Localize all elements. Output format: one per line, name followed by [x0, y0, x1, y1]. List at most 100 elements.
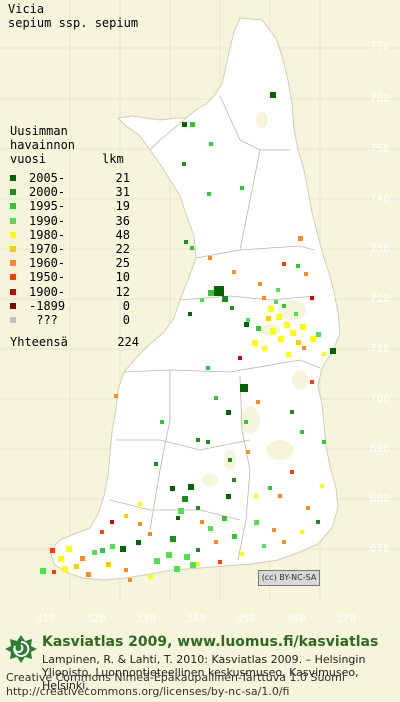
- observation-marker: [66, 546, 72, 552]
- observation-marker: [100, 530, 104, 534]
- observation-marker: [252, 340, 258, 346]
- legend-count: 0: [122, 298, 130, 313]
- observation-marker: [214, 396, 218, 400]
- legend-header-line: Uusimman: [10, 124, 68, 138]
- observation-marker: [254, 520, 259, 525]
- observation-marker: [302, 346, 306, 350]
- observation-marker: [148, 532, 152, 536]
- observation-marker: [166, 552, 172, 558]
- observation-marker: [240, 186, 244, 190]
- y-tick-label: 770: [370, 40, 390, 53]
- observation-marker: [86, 572, 91, 577]
- legend-swatch: [10, 203, 16, 210]
- observation-marker: [278, 336, 284, 342]
- observation-marker: [300, 324, 306, 330]
- y-tick-label: 690: [370, 442, 390, 455]
- observation-marker: [272, 528, 276, 532]
- observation-marker: [232, 478, 236, 482]
- observation-marker: [100, 548, 105, 553]
- observation-marker: [182, 122, 187, 127]
- y-tick-label: 670: [370, 542, 390, 555]
- x-tick-label: 370: [336, 612, 356, 625]
- observation-marker: [207, 192, 211, 196]
- observation-marker: [300, 430, 304, 434]
- observation-marker: [190, 562, 196, 568]
- observation-marker: [58, 556, 64, 562]
- observation-marker: [276, 288, 280, 292]
- legend-count-header: lkm: [102, 152, 124, 166]
- legend-swatch: [10, 274, 16, 281]
- legend-label: 1980-: [29, 227, 66, 242]
- observation-marker: [74, 564, 79, 569]
- legend-header-line: vuosi: [10, 152, 47, 166]
- observation-marker: [40, 568, 46, 574]
- observation-marker: [290, 470, 294, 474]
- y-tick-label: 750: [370, 142, 390, 155]
- observation-marker: [232, 534, 237, 539]
- legend-total-count: 224: [117, 335, 139, 349]
- x-tick-label: 360: [286, 612, 306, 625]
- footer-citation: Lampinen, R. & Lahti, T. 2010: Kasviatla…: [42, 653, 366, 692]
- observation-marker: [322, 440, 326, 444]
- observation-marker: [128, 578, 132, 582]
- observation-marker: [136, 540, 141, 545]
- legend-header-line: havainnon: [10, 138, 76, 152]
- observation-marker: [160, 420, 164, 424]
- x-tick-label: 330: [136, 612, 156, 625]
- legend-label: 1900-: [29, 284, 66, 299]
- observation-marker: [208, 256, 212, 260]
- observation-marker: [124, 514, 128, 518]
- legend-total: Yhteensä 224: [10, 335, 139, 349]
- observation-marker: [188, 312, 192, 316]
- observation-marker: [246, 450, 250, 454]
- observation-marker: [258, 282, 262, 286]
- observation-marker: [254, 494, 258, 498]
- species-genus: Vicia: [8, 2, 45, 16]
- observation-marker: [240, 552, 244, 556]
- footer-license-url[interactable]: http://creativecommons.org/licenses/by-n…: [6, 684, 290, 698]
- observation-marker: [170, 486, 175, 491]
- observation-marker: [170, 536, 176, 542]
- legend-count: 19: [115, 199, 130, 214]
- legend-count: 22: [115, 241, 130, 256]
- cc-license-badge[interactable]: (cc) BY-NC-SA: [258, 570, 320, 586]
- map: [0, 0, 400, 600]
- observation-marker: [262, 296, 266, 300]
- legend-count: 48: [115, 227, 130, 242]
- observation-marker: [214, 540, 218, 544]
- y-tick-label: 740: [370, 192, 390, 205]
- observation-marker: [296, 340, 301, 345]
- observation-marker: [184, 554, 190, 560]
- observation-marker: [298, 236, 303, 241]
- observation-marker: [218, 560, 222, 564]
- observation-marker: [294, 312, 298, 316]
- legend-label: 1960-: [29, 256, 66, 271]
- observation-marker: [244, 322, 249, 327]
- observation-marker: [310, 296, 314, 300]
- observation-marker: [270, 92, 276, 98]
- legend-count: 12: [115, 284, 130, 299]
- observation-marker: [138, 502, 142, 506]
- x-tick-label: 320: [86, 612, 106, 625]
- observation-marker: [226, 494, 231, 499]
- y-tick-label: 730: [370, 242, 390, 255]
- legend-label: ???: [29, 312, 58, 327]
- observation-marker: [268, 486, 272, 490]
- footer-site-title[interactable]: Kasviatlas 2009, www.luomus.fi/kasviatla…: [42, 634, 379, 650]
- x-tick-label: 340: [186, 612, 206, 625]
- legend-swatch: [10, 260, 16, 267]
- legend-swatch: [10, 288, 16, 295]
- legend-label: 1950-: [29, 270, 66, 285]
- observation-marker: [304, 272, 308, 276]
- observation-marker: [196, 506, 200, 510]
- observation-marker: [228, 458, 232, 462]
- legend-count: 25: [115, 256, 130, 271]
- observation-marker: [286, 352, 291, 357]
- footer-license: Creative Commons Nimeä-Epäkaupallinen-Ta…: [6, 671, 345, 698]
- legend-swatch: [10, 175, 16, 181]
- observation-marker: [246, 318, 250, 322]
- observation-marker: [182, 162, 186, 166]
- observation-marker: [222, 516, 227, 521]
- footer-license-name: Creative Commons Nimeä-Epäkaupallinen-Ta…: [6, 671, 345, 684]
- y-tick-label: 760: [370, 92, 390, 105]
